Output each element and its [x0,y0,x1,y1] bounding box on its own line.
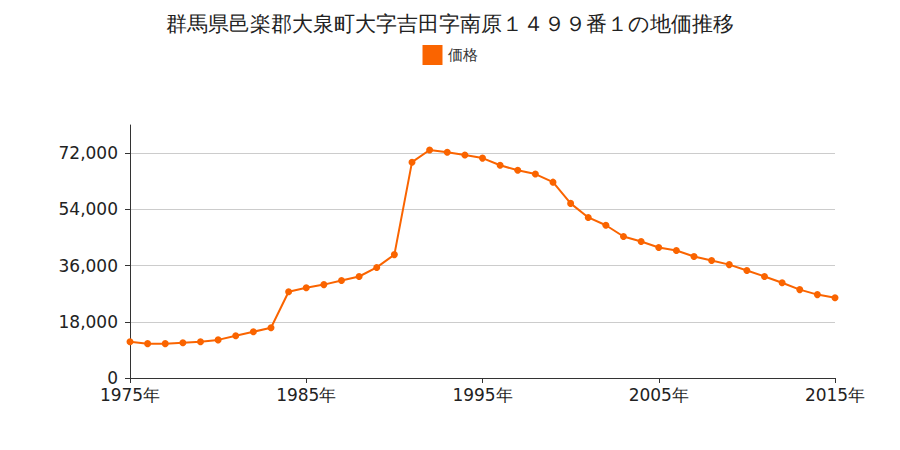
svg-text:72,000: 72,000 [59,143,118,163]
svg-text:価格: 価格 [448,46,478,64]
svg-text:群馬県邑楽郡大泉町大字吉田字南原１４９９番１の地価推移: 群馬県邑楽郡大泉町大字吉田字南原１４９９番１の地価推移 [166,12,734,36]
svg-text:1985年: 1985年 [276,385,336,405]
svg-text:2005年: 2005年 [629,385,689,405]
svg-text:0: 0 [107,368,118,388]
svg-text:54,000: 54,000 [59,199,118,219]
svg-text:2015年: 2015年 [805,385,865,405]
svg-text:1975年: 1975年 [100,385,160,405]
svg-text:1995年: 1995年 [452,385,512,405]
svg-text:18,000: 18,000 [59,312,118,332]
svg-text:36,000: 36,000 [59,256,118,276]
